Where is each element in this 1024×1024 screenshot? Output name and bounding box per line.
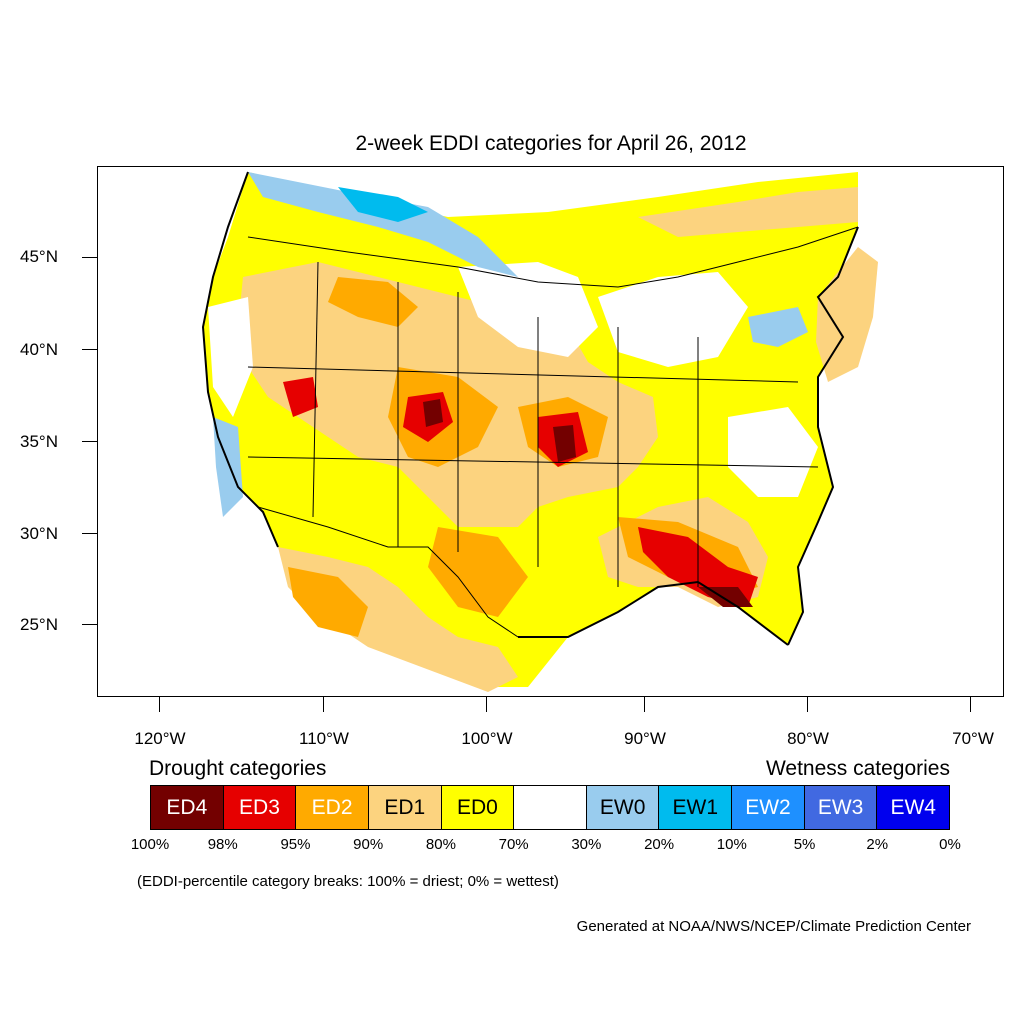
legend-swatch-ew2: EW2 <box>732 786 805 829</box>
legend-swatch-ed1: ED1 <box>368 786 442 829</box>
legend-swatch-ed0: ED0 <box>441 786 515 829</box>
lon-label-120: 120°W <box>134 729 186 748</box>
east-coast <box>787 226 859 646</box>
percent-break-label: 80% <box>425 836 456 853</box>
neutral-region-se <box>728 407 818 497</box>
lon-tick <box>159 697 160 712</box>
lat-label-45: 45°N <box>20 247 58 266</box>
lon-label-90: 90°W <box>624 729 666 748</box>
credit-line: Generated at NOAA/NWS/NCEP/Climate Predi… <box>576 918 971 935</box>
percent-break-label: 100% <box>130 836 170 853</box>
percent-break-label: 5% <box>793 836 816 853</box>
percent-break-label: 20% <box>644 836 675 853</box>
lon-tick <box>970 697 971 712</box>
west-coast <box>201 171 279 548</box>
lat-label-25: 25°N <box>20 615 58 634</box>
lat-tick <box>82 349 97 350</box>
canada-border <box>247 226 859 288</box>
coastlines <box>201 171 859 646</box>
legend-swatch-ew3: EW3 <box>804 786 878 829</box>
ed4-region <box>423 399 443 427</box>
lon-label-80: 80°W <box>787 729 829 748</box>
lon-tick <box>486 697 487 712</box>
ed3-region-ut <box>283 377 318 417</box>
percent-break-label: 70% <box>498 836 529 853</box>
lon-tick <box>807 697 808 712</box>
lat-label-35: 35°N <box>20 432 58 451</box>
lon-label-70: 70°W <box>952 729 994 748</box>
percent-break-label: 2% <box>866 836 889 853</box>
ed4-region-fl <box>698 587 753 607</box>
lon-tick <box>323 697 324 712</box>
legend-swatch-ed4: ED4 <box>151 786 224 829</box>
neutral-region-west <box>208 297 253 417</box>
state-line <box>247 456 819 468</box>
map-title: 2-week EDDI categories for April 26, 201… <box>355 132 747 155</box>
lat-tick <box>82 257 97 258</box>
legend-swatch-ed2: ED2 <box>296 786 369 829</box>
lon-label-110: 110°W <box>299 729 349 748</box>
legend-swatch-ed3: ED3 <box>223 786 297 829</box>
map-area <box>97 166 1004 697</box>
category-legend: ED4 ED3 ED2 ED1 ED0 EW0 EW1 EW2 EW3 EW4 <box>150 785 950 830</box>
ed2-region-tx <box>428 527 528 617</box>
ew0-region <box>248 172 518 277</box>
lon-tick <box>644 697 645 712</box>
mexico-border <box>257 506 519 638</box>
lat-label-30: 30°N <box>20 524 58 543</box>
percent-break-label: 95% <box>280 836 311 853</box>
state-line <box>247 366 799 383</box>
lat-label-40: 40°N <box>20 340 58 359</box>
percent-break-label: 90% <box>353 836 384 853</box>
neutral-region-north <box>458 262 598 357</box>
ed2-region-mx <box>288 567 368 637</box>
ed4-region-ks <box>553 425 576 462</box>
legend-swatch-ew4: EW4 <box>877 786 950 829</box>
neutral-region-great-lakes <box>598 272 748 367</box>
lon-label-100: 100°W <box>461 729 513 748</box>
legend-swatch-ew0: EW0 <box>586 786 660 829</box>
ew1-region <box>338 187 428 222</box>
category-note: (EDDI-percentile category breaks: 100% =… <box>137 873 559 890</box>
lat-tick <box>82 624 97 625</box>
lat-tick <box>82 441 97 442</box>
boundaries <box>247 226 859 638</box>
wetness-heading: Wetness categories <box>765 757 950 780</box>
gulf-coast <box>518 580 789 646</box>
ed1-region-north <box>638 187 858 237</box>
percent-break-label: 30% <box>571 836 602 853</box>
percent-break-label: 10% <box>716 836 747 853</box>
percent-break-label: 0% <box>939 836 961 853</box>
legend-swatch-ew1: EW1 <box>659 786 733 829</box>
ed2-region <box>328 277 418 327</box>
drought-heading: Drought categories <box>149 757 327 780</box>
legend-swatch-neutral <box>514 786 587 829</box>
ew0-region-lakes <box>748 307 808 347</box>
eddi-map-svg <box>201 171 878 692</box>
ed1-region-ne <box>816 247 878 382</box>
state-line <box>312 261 319 518</box>
lat-tick <box>82 533 97 534</box>
percent-break-label: 98% <box>207 836 238 853</box>
